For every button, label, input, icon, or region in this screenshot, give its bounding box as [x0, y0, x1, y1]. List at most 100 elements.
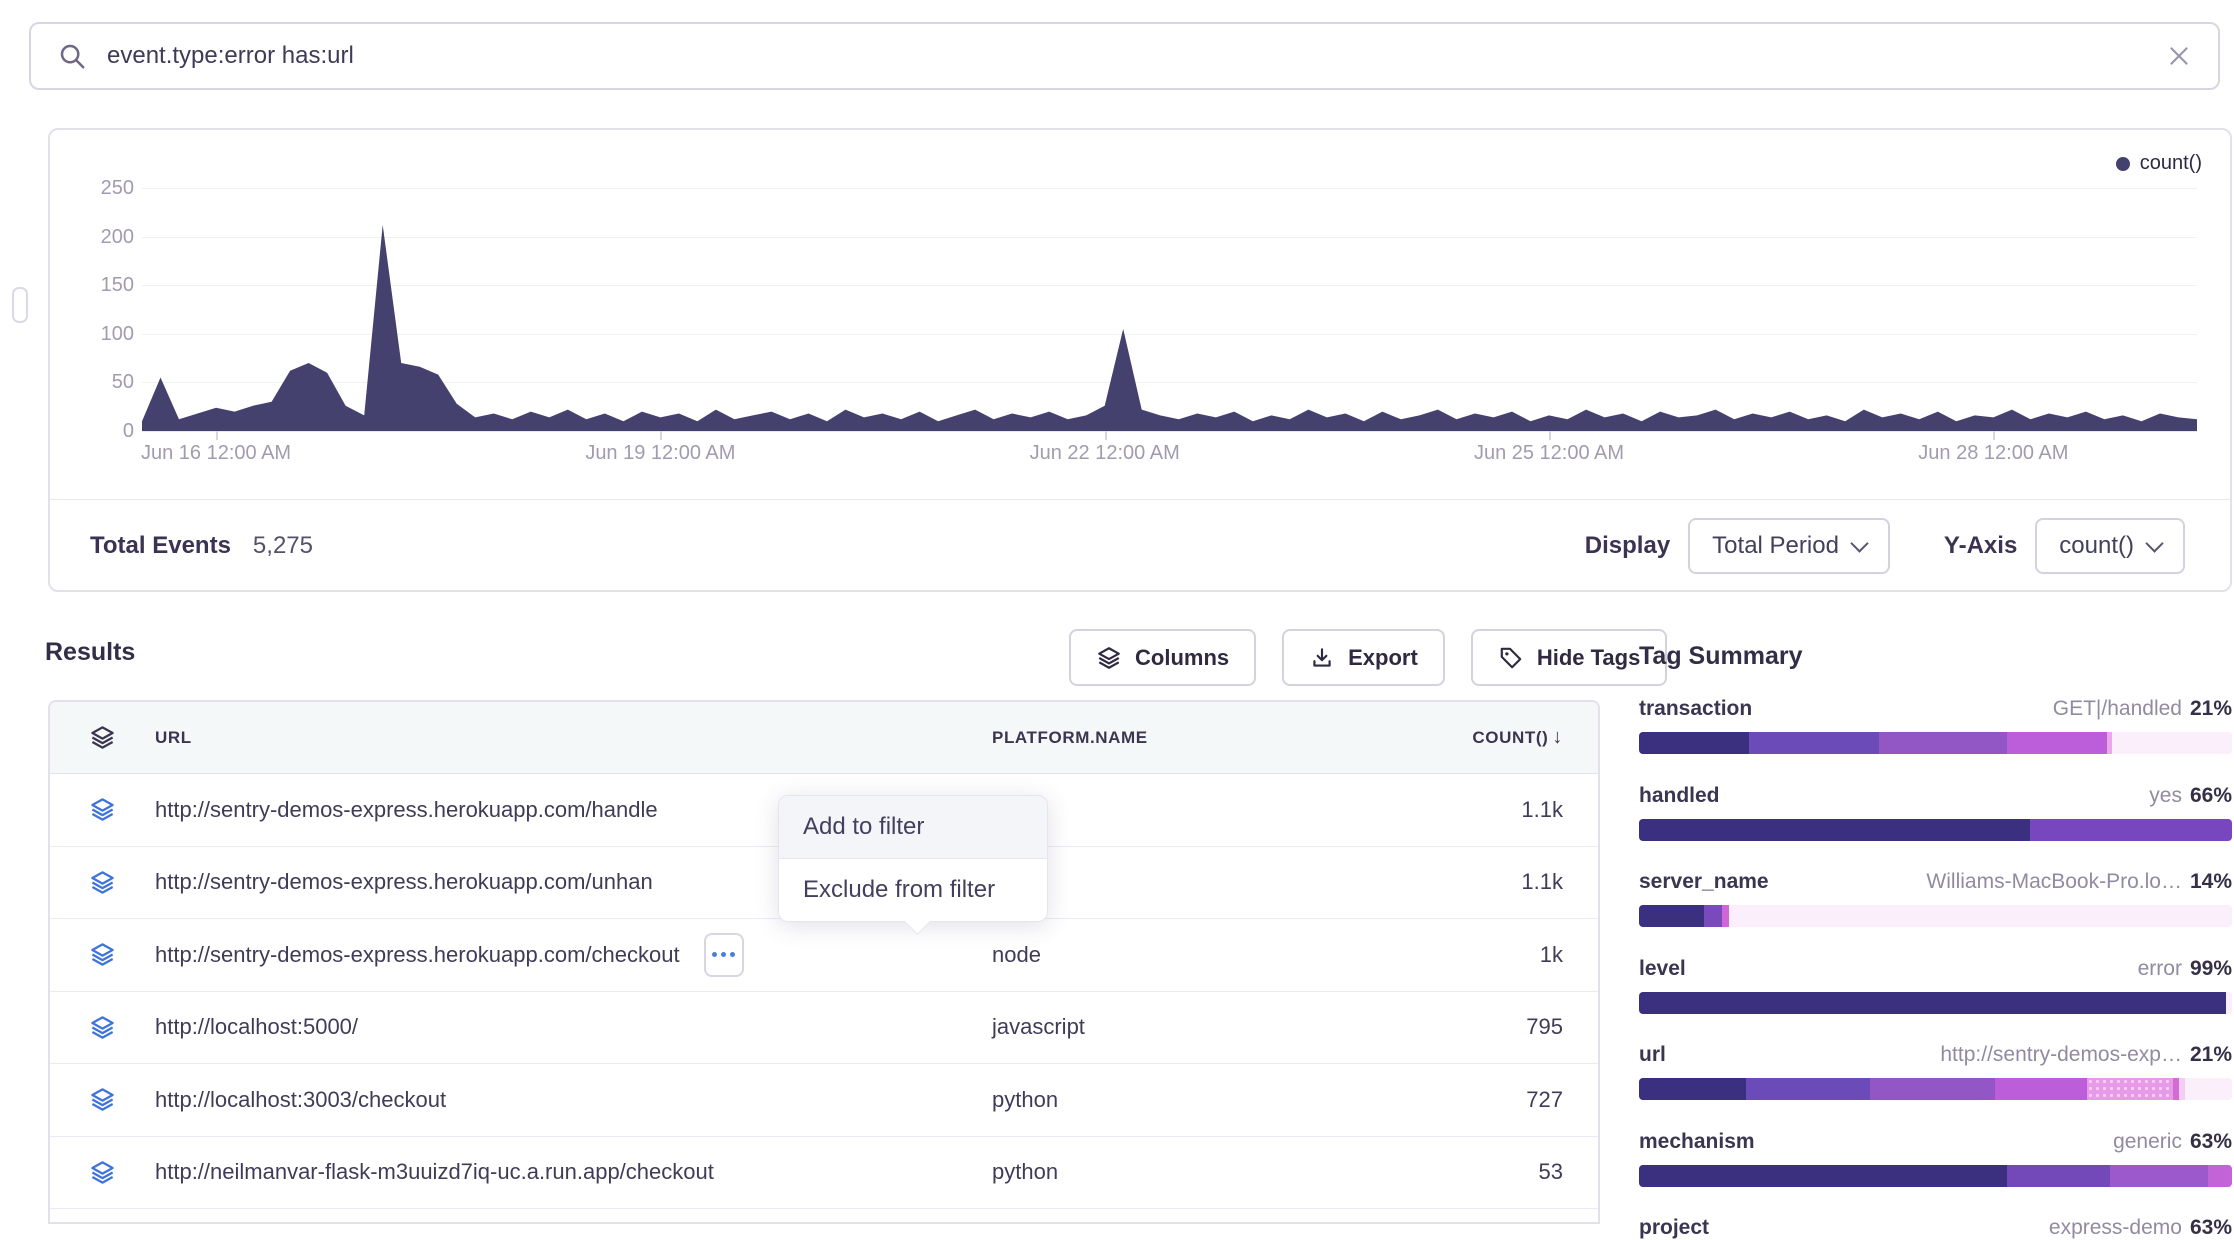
tag-bar-segment[interactable] [2006, 1164, 2111, 1187]
tag-bar-segment[interactable] [1639, 732, 1749, 754]
tag-distribution-bar[interactable] [1639, 732, 2232, 754]
tag-bar-segment[interactable] [1704, 905, 1722, 927]
url-cell[interactable]: http://sentry-demos-express.herokuapp.co… [155, 941, 680, 967]
y-axis-tick-label: 200 [100, 225, 134, 248]
chart-legend[interactable]: count() [2115, 152, 2202, 175]
layers-icon [50, 941, 155, 968]
tag-name: mechanism [1639, 1129, 1755, 1153]
x-axis-tick [1104, 431, 1107, 440]
columns-button[interactable]: Columns [1069, 629, 1257, 686]
tag-bar-segment[interactable] [1729, 905, 2232, 927]
tag-bar-segment[interactable] [2172, 1078, 2179, 1100]
tag-bar-segment[interactable] [2086, 1078, 2173, 1100]
count-cell[interactable]: 727 [1526, 1086, 1563, 1112]
count-cell[interactable]: 1.1k [1521, 869, 1563, 895]
tag-bar-segment[interactable] [2184, 1078, 2232, 1100]
platform-cell[interactable]: python [992, 1086, 1059, 1112]
gridline [142, 236, 2197, 238]
context-menu-item-exclude-from-filter[interactable]: Exclude from filter [779, 858, 1047, 921]
tag-distribution-bar[interactable] [1639, 1164, 2232, 1187]
url-cell[interactable]: http://sentry-demos-express.herokuapp.co… [155, 796, 658, 822]
y-axis-tick-label: 0 [122, 420, 134, 442]
url-cell[interactable]: http://sentry-demos-express.herokuapp.co… [155, 869, 653, 895]
y-axis-tick-label: 100 [100, 322, 134, 345]
layers-icon [50, 1086, 155, 1113]
export-button[interactable]: Export [1282, 629, 1445, 686]
cell-context-menu: Add to filter Exclude from filter [778, 795, 1048, 935]
tag-bar-segment[interactable] [2178, 1078, 2185, 1100]
cell-actions-button[interactable] [703, 932, 744, 977]
total-events-label: Total Events [90, 532, 231, 559]
tag-bar-segment[interactable] [1639, 991, 2227, 1014]
tag-distribution-bar[interactable] [1639, 818, 2232, 841]
layers-icon [50, 1014, 155, 1041]
gridline [142, 333, 2197, 335]
display-dropdown-value: Total Period [1712, 532, 1839, 559]
results-toolbar: Columns Export Hide Tags [1069, 629, 1668, 686]
events-chart-panel: count() 250 200 150 100 50 0 Jun 16 12:00 AM J… [48, 128, 2232, 592]
count-cell[interactable]: 795 [1526, 1014, 1563, 1040]
layers-icon [50, 796, 155, 823]
tag-bar-segment[interactable] [1748, 732, 1880, 754]
tag-bar-segment[interactable] [2107, 732, 2113, 754]
platform-cell[interactable]: node [992, 941, 1041, 967]
hide-tags-button[interactable]: Hide Tags [1470, 629, 1668, 686]
chevron-down-icon [2145, 533, 2164, 553]
count-cell[interactable]: 1.1k [1521, 796, 1563, 822]
yaxis-dropdown[interactable]: count() [2035, 518, 2185, 574]
tag-bar-segment[interactable] [1994, 1078, 2087, 1100]
tag-bar-segment[interactable] [1745, 1078, 1871, 1100]
y-axis-tick-label: 150 [100, 274, 134, 297]
tag-distribution-bar[interactable] [1639, 1078, 2232, 1100]
tag-distribution-bar[interactable] [1639, 905, 2232, 927]
tag-bar-segment[interactable] [2006, 732, 2108, 754]
tag-icon [1498, 645, 1524, 671]
display-dropdown[interactable]: Total Period [1688, 518, 1890, 574]
x-axis-tick-label: Jun 28 12:00 AM [1918, 442, 2069, 464]
tag-row-server_name: server_name Williams-MacBook-Pro.lo… 14% [1639, 870, 2232, 927]
tag-bar-segment[interactable] [2208, 1164, 2232, 1187]
url-cell[interactable]: http://neilmanvar-flask-m3uuizd7iq-uc.a.… [155, 1159, 714, 1185]
x-axis-tick-label: Jun 25 12:00 AM [1473, 442, 1625, 464]
sort-descending-icon: ↓ [1552, 726, 1563, 748]
tag-bar-segment[interactable] [1870, 1078, 1995, 1100]
search-icon [60, 44, 85, 69]
tag-bar-segment[interactable] [1639, 1078, 1746, 1100]
column-header-count[interactable]: COUNT() ↓ [1367, 726, 1563, 749]
search-input[interactable]: event.type:error has:url [29, 22, 2220, 90]
layers-icon [50, 724, 155, 751]
table-header: URL PLATFORM.NAME COUNT() ↓ [50, 702, 1598, 774]
tag-bar-segment[interactable] [1639, 1164, 2007, 1187]
download-icon [1309, 645, 1335, 671]
table-row: http://sentry-demos-express.herokuapp.co… [50, 919, 1598, 992]
tag-bar-segment[interactable] [1722, 905, 1730, 927]
y-axis-tick-label: 250 [100, 177, 134, 199]
layers-icon [50, 1159, 155, 1186]
table-row: http://sentry-demos-express.herokuapp.co… [50, 847, 1598, 919]
chart-plot[interactable] [142, 188, 2197, 431]
chart-footer-divider [50, 499, 2230, 500]
tag-bar-segment[interactable] [2226, 991, 2232, 1014]
tag-bar-segment[interactable] [1879, 732, 2007, 754]
tag-distribution-bar[interactable] [1639, 991, 2232, 1014]
column-header-url[interactable]: URL [155, 727, 192, 747]
count-cell[interactable]: 53 [1538, 1159, 1563, 1185]
url-cell[interactable]: http://localhost:3003/checkout [155, 1086, 447, 1112]
url-cell[interactable]: http://localhost:5000/ [155, 1014, 359, 1040]
x-axis-tick [660, 431, 663, 440]
tag-row-level: level error 99% [1639, 957, 2232, 1014]
tag-bar-segment[interactable] [2030, 818, 2232, 841]
results-table: URL PLATFORM.NAME COUNT() ↓ http://sentr… [48, 700, 1600, 1224]
column-header-platform[interactable]: PLATFORM.NAME [992, 727, 1148, 747]
tag-bar-segment[interactable] [1639, 905, 1705, 927]
context-menu-item-add-to-filter[interactable]: Add to filter [779, 796, 1047, 858]
tag-bar-segment[interactable] [1639, 818, 2031, 841]
platform-cell[interactable]: javascript [992, 1014, 1085, 1040]
sidebar-collapse-handle[interactable] [12, 287, 28, 323]
clear-search-icon[interactable] [2166, 43, 2192, 69]
count-cell[interactable]: 1k [1539, 941, 1563, 967]
yaxis-label: Y-Axis [1943, 532, 2018, 559]
platform-cell[interactable]: python [992, 1159, 1059, 1185]
tag-bar-segment[interactable] [2112, 732, 2232, 754]
tag-bar-segment[interactable] [2110, 1164, 2209, 1187]
